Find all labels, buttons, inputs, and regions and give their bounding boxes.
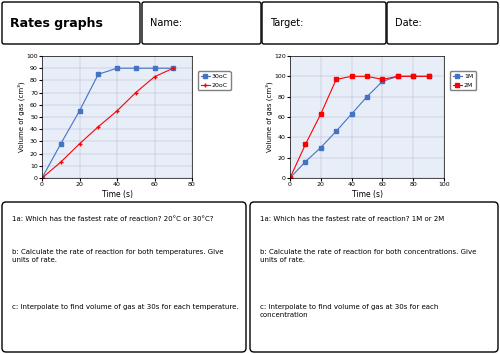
- Legend: 1M, 2M: 1M, 2M: [450, 71, 476, 90]
- Line: 1M: 1M: [288, 75, 430, 180]
- 20oC: [170, 66, 176, 70]
- 1M: [364, 95, 370, 99]
- 2M: [287, 176, 293, 180]
- 20oC: [152, 75, 158, 79]
- 20oC: [39, 176, 45, 180]
- FancyBboxPatch shape: [250, 202, 498, 352]
- Text: Target:: Target:: [270, 18, 304, 28]
- 20oC: [58, 160, 64, 164]
- FancyBboxPatch shape: [2, 2, 140, 44]
- 2M: [380, 77, 386, 81]
- 20oC: [133, 91, 139, 95]
- 1M: [426, 74, 432, 79]
- Text: 1a: Which has the fastest rate of reaction? 1M or 2M: 1a: Which has the fastest rate of reacti…: [260, 216, 444, 222]
- Text: Rates graphs: Rates graphs: [10, 17, 103, 29]
- Text: Name:: Name:: [150, 18, 182, 28]
- 30oC: [170, 66, 176, 70]
- 30oC: [95, 72, 101, 76]
- 30oC: [58, 142, 64, 146]
- Y-axis label: Volume of gas (cm³): Volume of gas (cm³): [18, 82, 25, 152]
- 2M: [410, 74, 416, 79]
- 2M: [348, 74, 354, 79]
- 1M: [318, 145, 324, 150]
- 1M: [348, 112, 354, 116]
- FancyBboxPatch shape: [262, 2, 386, 44]
- 2M: [318, 112, 324, 116]
- 1M: [302, 160, 308, 164]
- Text: c: Interpolate to find volume of gas at 30s for each temperature.: c: Interpolate to find volume of gas at …: [12, 304, 238, 310]
- FancyBboxPatch shape: [387, 2, 498, 44]
- X-axis label: Time (s): Time (s): [352, 190, 382, 199]
- 30oC: [114, 66, 120, 70]
- 1M: [410, 74, 416, 79]
- Line: 2M: 2M: [288, 75, 430, 180]
- Text: 1a: Which has the fastest rate of reaction? 20°C or 30°C?: 1a: Which has the fastest rate of reacti…: [12, 216, 213, 222]
- FancyBboxPatch shape: [2, 202, 246, 352]
- Legend: 30oC, 20oC: 30oC, 20oC: [198, 71, 230, 90]
- 30oC: [76, 109, 82, 113]
- 2M: [333, 77, 339, 81]
- 30oC: [133, 66, 139, 70]
- 20oC: [114, 109, 120, 113]
- 2M: [364, 74, 370, 79]
- 30oC: [39, 176, 45, 180]
- 2M: [395, 74, 401, 79]
- Text: b: Calculate the rate of reaction for both temperatures. Give
units of rate.: b: Calculate the rate of reaction for bo…: [12, 249, 224, 263]
- 1M: [287, 176, 293, 180]
- Line: 30oC: 30oC: [40, 67, 175, 180]
- 2M: [426, 74, 432, 79]
- Text: c: Interpolate to find volume of gas at 30s for each
concentration: c: Interpolate to find volume of gas at …: [260, 304, 438, 318]
- X-axis label: Time (s): Time (s): [102, 190, 132, 199]
- 1M: [395, 74, 401, 79]
- FancyBboxPatch shape: [142, 2, 261, 44]
- 30oC: [152, 66, 158, 70]
- 20oC: [95, 125, 101, 129]
- Text: b: Calculate the rate of reaction for both concentrations. Give
units of rate.: b: Calculate the rate of reaction for bo…: [260, 249, 476, 263]
- Line: 20oC: 20oC: [40, 67, 175, 180]
- 1M: [380, 79, 386, 84]
- 20oC: [76, 142, 82, 146]
- Y-axis label: Volume of gas (cm³): Volume of gas (cm³): [265, 82, 272, 152]
- 1M: [333, 129, 339, 133]
- 2M: [302, 142, 308, 147]
- Text: Date:: Date:: [395, 18, 422, 28]
